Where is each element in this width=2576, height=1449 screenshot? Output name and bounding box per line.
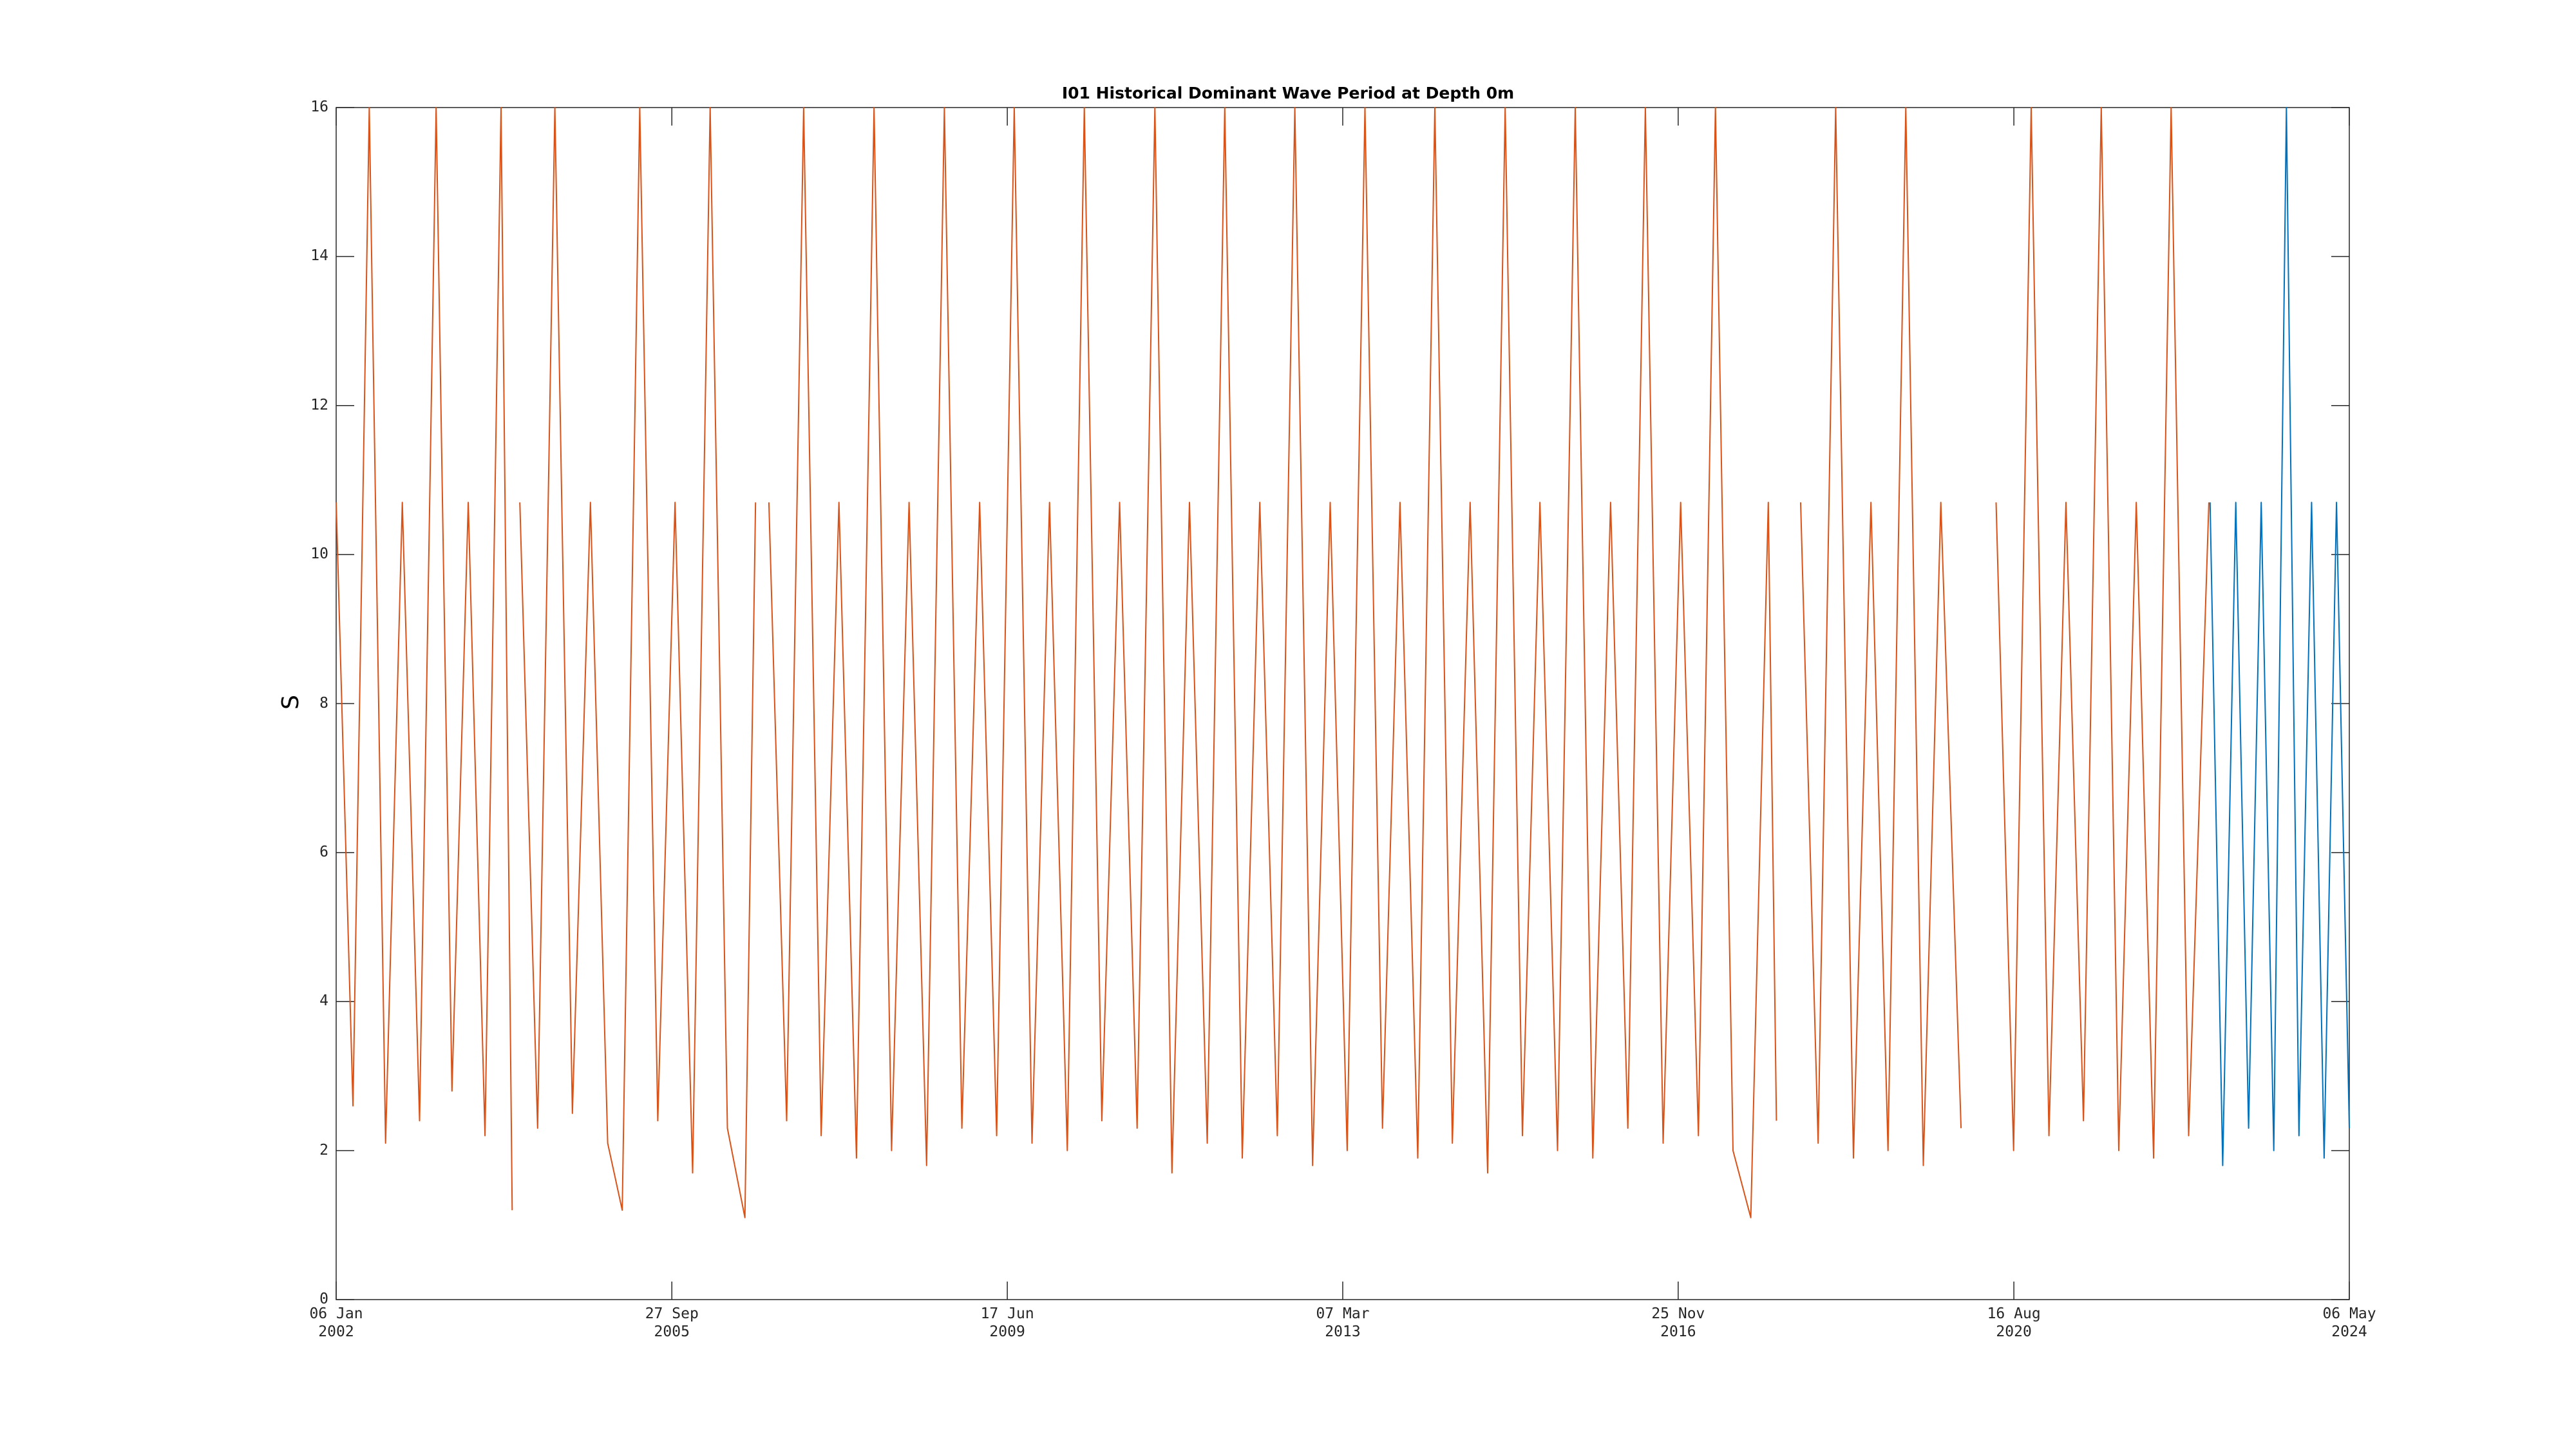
- chart-title: I01 Historical Dominant Wave Period at D…: [1061, 84, 1515, 102]
- y-tick-label: 10: [310, 545, 328, 563]
- x-tick-label: 16 Aug 2020: [1987, 1305, 2041, 1340]
- y-tick-label: 8: [319, 694, 328, 712]
- x-tick-label: 25 Nov 2016: [1651, 1305, 1705, 1340]
- y-tick-label: 4: [319, 992, 328, 1010]
- y-tick-label: 12: [310, 396, 328, 413]
- x-tick-label: 06 Jan 2002: [309, 1305, 363, 1340]
- data-line: [2209, 107, 2350, 1166]
- x-tick-label: 27 Sep 2005: [645, 1305, 699, 1340]
- data-line: [336, 107, 2210, 1218]
- y-tick-label: 16: [310, 99, 328, 115]
- y-tick-label: 2: [319, 1141, 328, 1159]
- y-tick-label: 0: [319, 1291, 328, 1307]
- x-tick-label: 07 Mar 2013: [1316, 1305, 1370, 1340]
- x-tick-label: 06 May 2024: [2322, 1305, 2376, 1340]
- y-tick-label: 14: [310, 247, 328, 265]
- y-tick-label: 6: [319, 843, 328, 860]
- x-tick-label: 17 Jun 2009: [980, 1305, 1034, 1340]
- axes-box: [336, 107, 2350, 1300]
